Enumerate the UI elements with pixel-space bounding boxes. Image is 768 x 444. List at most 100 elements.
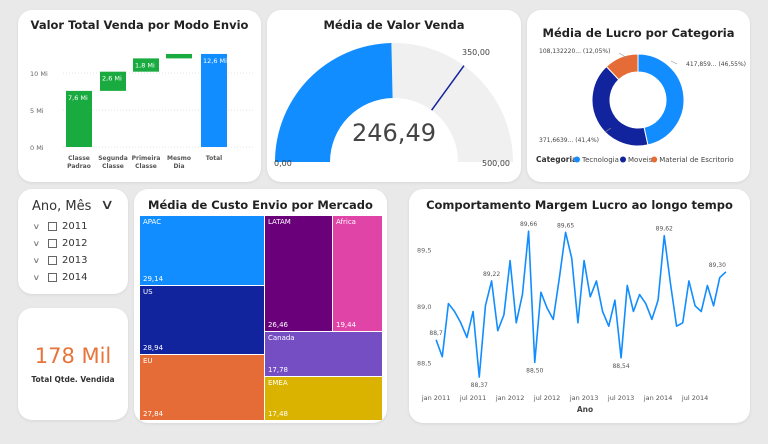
treemap-cell-label: EMEA xyxy=(267,378,288,387)
chevron-down-icon[interactable]: ∨ xyxy=(32,272,41,282)
checkbox[interactable] xyxy=(48,238,57,248)
slicer-item-label: 2012 xyxy=(62,237,88,249)
treemap-cell-label: EU xyxy=(143,356,153,365)
treemap-cell-eu[interactable]: EU 27,84 xyxy=(140,354,264,420)
gauge-value: 246,49 xyxy=(352,119,436,147)
bar-data-label: 12,6 Mi xyxy=(203,57,227,65)
chevron-down-icon[interactable]: ∨ xyxy=(32,255,41,265)
treemap-cell-value: 17,78 xyxy=(267,365,288,374)
donut-data-label: 371,6639... (41,4%) xyxy=(539,137,599,144)
bar-data-label: 2,6 Mi xyxy=(102,75,122,83)
x-tick-label: jan 2011 xyxy=(421,394,451,402)
slicer-item-label: 2011 xyxy=(62,220,88,232)
waterfall-bar xyxy=(66,90,92,147)
treemap-cell-value: 28,94 xyxy=(143,343,164,352)
x-tick-label: Primeira xyxy=(132,155,161,162)
line-data-label: 89,66 xyxy=(520,221,537,228)
gauge-target-label: 350,00 xyxy=(462,48,490,57)
legend-item: Moveis xyxy=(628,156,653,164)
line-data-label: 88,50 xyxy=(526,367,543,374)
x-tick-label: Padrao xyxy=(67,163,91,170)
x-tick-label: jul 2013 xyxy=(607,394,634,402)
gauge-max-label: 500,00 xyxy=(482,159,510,168)
line-card: Comportamento Margem Lucro ao longo temp… xyxy=(409,189,750,423)
treemap-cell-label: Canada xyxy=(267,333,295,342)
line-data-label: 88,54 xyxy=(612,363,629,370)
treemap-cell-apac[interactable]: APAC 29,14 xyxy=(140,216,264,285)
x-tick-label: Total xyxy=(206,155,222,162)
bar-data-label: 1,8 Mi xyxy=(135,61,155,69)
treemap-cell-label: US xyxy=(143,287,153,296)
waterfall-title: Valor Total Venda por Modo Envio xyxy=(30,18,249,32)
treemap-cell-canada[interactable]: Canada 17,78 xyxy=(264,331,382,376)
treemap-cell-africa[interactable]: Africa 19,44 xyxy=(333,216,382,331)
slicer-item-2013[interactable]: ∨ 2013 xyxy=(32,252,88,268)
kpi-card: 178 Mil Total Qtde. Vendida xyxy=(18,308,128,420)
year-month-slicer: Ano, Mês ∨ ∨ 2011 ∨ 2012 ∨ 2013 ∨ 2014 xyxy=(18,189,128,294)
slicer-title: Ano, Mês xyxy=(32,199,92,214)
y-tick-label: 5 Mi xyxy=(30,107,44,115)
chevron-down-icon[interactable]: ∨ xyxy=(32,238,41,248)
waterfall-card: Valor Total Venda por Modo Envio 0 Mi 5 M… xyxy=(18,10,261,182)
treemap-cell-label: Africa xyxy=(336,218,356,226)
line-data-label: 89,62 xyxy=(656,226,673,233)
legend-marker xyxy=(620,156,626,163)
waterfall-bar xyxy=(201,53,227,148)
treemap-cell-latam[interactable]: LATAM 26,46 xyxy=(264,216,332,331)
gauge-target-line xyxy=(431,65,465,111)
donut-slice xyxy=(637,53,685,146)
donut-leader-line xyxy=(670,60,678,65)
donut-chart: 417,859... (46,55%) 371,6639... (41,4%) 10… xyxy=(536,48,746,164)
gauge-title: Média de Valor Venda xyxy=(323,18,465,32)
kpi-value: 178 Mil xyxy=(34,344,112,368)
treemap-cell-emea[interactable]: EMEA 17,48 xyxy=(264,376,382,420)
treemap-cell-us[interactable]: US 28,94 xyxy=(140,285,264,354)
treemap-title: Média de Custo Envio por Mercado xyxy=(148,198,373,212)
line-data-label: 89,65 xyxy=(557,222,574,229)
donut-data-label: 108,132220... (12,05%) xyxy=(539,48,610,55)
bar-data-label: 7,6 Mi xyxy=(68,94,88,102)
donut-data-label: 417,859... (46,55%) xyxy=(686,61,746,68)
gauge-chart: 246,49 0,00 500,00 350,00 xyxy=(274,43,513,168)
chevron-down-icon[interactable]: ∨ xyxy=(32,221,41,231)
treemap-cell-value: 27,84 xyxy=(143,409,164,418)
checkbox[interactable] xyxy=(48,221,57,231)
treemap-cell-value: 19,44 xyxy=(336,320,357,329)
checkbox[interactable] xyxy=(48,255,57,265)
x-tick-label: Classe xyxy=(135,163,157,170)
slicer-item-2012[interactable]: ∨ 2012 xyxy=(32,235,88,251)
y-tick-label: 89,0 xyxy=(417,303,431,311)
gauge-fill xyxy=(275,43,393,162)
slicer-item-2014[interactable]: ∨ 2014 xyxy=(32,269,88,285)
line-data-label: 89,22 xyxy=(483,271,500,278)
y-tick-label: 10 Mi xyxy=(30,70,48,78)
x-axis-title: Ano xyxy=(577,405,593,414)
x-tick-label: jul 2011 xyxy=(459,394,486,402)
legend-item: Material de Escritorio xyxy=(659,156,734,164)
checkbox[interactable] xyxy=(48,272,57,282)
treemap-chart: APAC 29,14 US 28,94 EU 27,84 LATAM 26,46 Africa 1… xyxy=(140,216,383,421)
line-data-label: 89,30 xyxy=(709,262,726,269)
gauge-min-label: 0,00 xyxy=(274,159,292,168)
x-tick-label: Mesmo xyxy=(167,155,191,162)
line-chart: 88,5 89,0 89,5 jan 2011 jul 2011 jan 2012 jul … xyxy=(417,221,727,414)
treemap-cell-label: LATAM xyxy=(267,218,291,226)
waterfall-bar xyxy=(166,53,192,59)
x-tick-label: jul 2014 xyxy=(681,394,708,402)
waterfall-bar xyxy=(133,58,159,72)
treemap-card: Média de Custo Envio por Mercado APAC 29,… xyxy=(134,189,387,423)
y-tick-label: 88,5 xyxy=(417,359,431,367)
line-data-label: 88,37 xyxy=(471,382,488,389)
legend-item: Tecnologia xyxy=(581,156,619,164)
donut-leader-line xyxy=(604,127,612,133)
y-tick-label: 89,5 xyxy=(417,246,431,254)
x-tick-label: Classe xyxy=(102,163,124,170)
treemap-cell-value: 17,48 xyxy=(267,409,288,418)
slicer-item-2011[interactable]: ∨ 2011 xyxy=(32,218,88,234)
treemap-cell-label: APAC xyxy=(143,218,162,226)
slicer-item-label: 2014 xyxy=(62,271,88,283)
x-tick-label: Segunda xyxy=(98,155,128,162)
chevron-down-icon[interactable]: ∨ xyxy=(99,197,115,213)
y-tick-label: 0 Mi xyxy=(30,144,44,152)
legend-marker xyxy=(651,156,658,163)
